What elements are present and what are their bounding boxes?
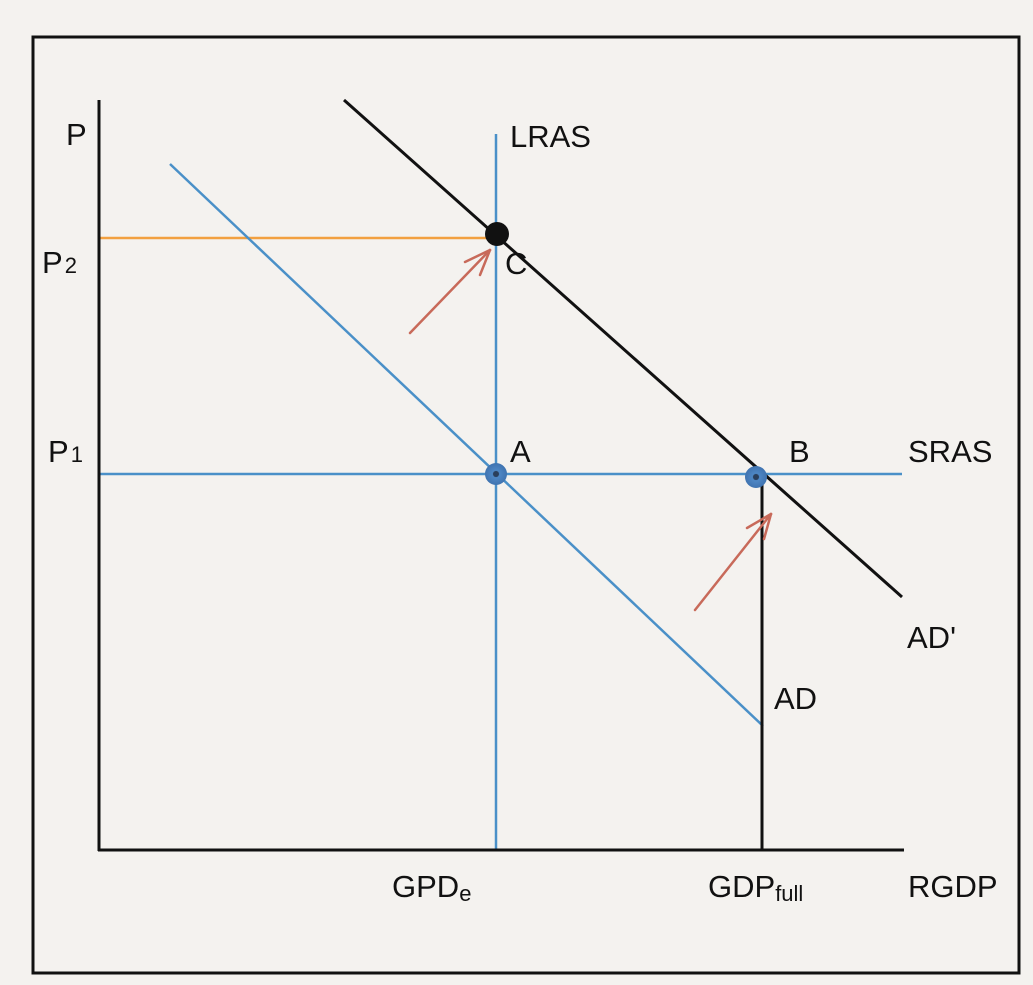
arrow-to-c bbox=[408, 248, 492, 335]
y-axis-label: P bbox=[66, 117, 87, 152]
gdp-full-label-base: GDP bbox=[708, 869, 775, 904]
gdp-e-label: GPDe bbox=[392, 869, 471, 906]
point-c-label: C bbox=[505, 246, 527, 281]
ad-label: AD bbox=[774, 681, 817, 716]
ad-curve bbox=[169, 163, 764, 727]
point-b-label: B bbox=[789, 434, 810, 469]
p1-label-base: P bbox=[48, 434, 69, 469]
arrow-to-b bbox=[693, 512, 773, 612]
x-axis-label: RGDP bbox=[908, 869, 998, 904]
lras-label: LRAS bbox=[510, 119, 591, 154]
frame-border bbox=[31, 35, 1021, 975]
ad-prime-curve bbox=[343, 98, 903, 599]
gdp-e-label-base: GPD bbox=[392, 869, 459, 904]
p2-label-sub: 2 bbox=[65, 253, 77, 278]
gdp-full-label-sub: full bbox=[775, 881, 803, 906]
p1-label: P1 bbox=[48, 434, 83, 469]
p2-label: P2 bbox=[42, 245, 77, 280]
point-a-marker bbox=[485, 463, 507, 485]
point-c-marker bbox=[485, 222, 509, 246]
gdp-full-label: GDPfull bbox=[708, 869, 803, 906]
p2-label-base: P bbox=[42, 245, 63, 280]
point-b-marker bbox=[745, 466, 767, 488]
point-a-label: A bbox=[510, 434, 531, 469]
sras-label: SRAS bbox=[908, 434, 992, 469]
p1-label-sub: 1 bbox=[71, 442, 83, 467]
ad-prime-label: AD' bbox=[907, 620, 956, 655]
gdp-e-label-sub: e bbox=[459, 881, 471, 906]
